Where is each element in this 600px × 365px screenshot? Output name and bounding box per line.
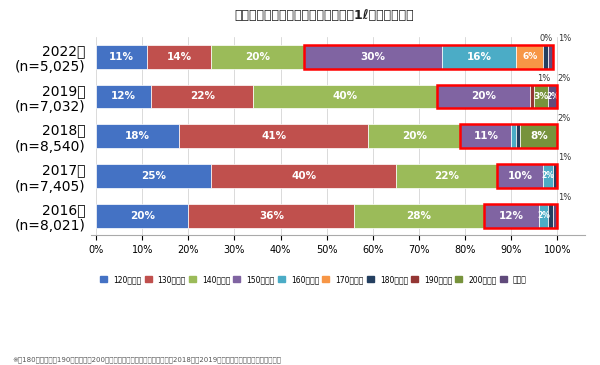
Text: 1%: 1% [557,153,571,162]
Legend: 120円以上, 130円以上, 140円以上, 150円以上, 160円以上, 170円以上, 180円以上, 190円以上, 200円以上, その他: 120円以上, 130円以上, 140円以上, 150円以上, 160円以上, … [100,275,527,284]
Text: 16%: 16% [466,52,491,62]
Text: 12%: 12% [111,92,136,101]
Text: 18%: 18% [125,131,150,141]
Text: 高いと感じるレギュラーガソリンの1ℓあたりの価格: 高いと感じるレギュラーガソリンの1ℓあたりの価格 [234,9,414,22]
Text: 12%: 12% [499,211,524,220]
Bar [368,124,460,148]
Text: 2%: 2% [557,74,571,83]
Text: 3%: 3% [533,92,549,101]
Bar [96,85,151,108]
Text: 25%: 25% [141,171,166,181]
Bar [497,164,544,188]
Bar [484,204,557,227]
Bar [396,164,497,188]
Text: 40%: 40% [291,171,316,181]
Text: 2%: 2% [537,211,550,220]
Bar [188,204,355,227]
Text: 20%: 20% [130,211,155,220]
Bar [534,85,548,108]
Text: 22%: 22% [190,92,215,101]
Text: 11%: 11% [109,52,134,62]
Text: 8%: 8% [530,131,548,141]
Text: ※「180円以上」「190円以上」「200円以上」は今回選択肢に追加。また2018年と2019年のみ「その他」が選択肢に追加: ※「180円以上」「190円以上」「200円以上」は今回選択肢に追加。また201… [12,357,281,363]
Bar [211,164,396,188]
Bar [151,85,253,108]
Text: 1%: 1% [537,74,550,83]
Text: 40%: 40% [332,92,358,101]
Text: 36%: 36% [259,211,284,220]
Text: 2%: 2% [542,172,554,180]
Bar [355,204,484,227]
Text: 20%: 20% [402,131,427,141]
Bar [548,204,553,227]
Bar [553,164,557,188]
Bar [437,85,530,108]
Bar [96,204,188,227]
Bar [179,124,368,148]
Bar [497,164,557,188]
Text: 41%: 41% [261,131,286,141]
Bar [553,204,557,227]
Bar [437,85,557,108]
Text: 22%: 22% [434,171,459,181]
Bar [211,45,304,69]
Text: 14%: 14% [167,52,191,62]
Text: 1%: 1% [557,193,571,202]
Bar [544,164,553,188]
Text: 28%: 28% [406,211,431,220]
Text: 2%: 2% [557,114,571,123]
Bar [96,164,211,188]
Bar [548,45,553,69]
Bar [147,45,211,69]
Text: 0%: 0% [539,34,553,43]
Bar [460,124,557,148]
Text: 11%: 11% [473,131,499,141]
Bar [516,124,520,148]
Bar [460,124,511,148]
Text: 20%: 20% [471,92,496,101]
Text: 2%: 2% [546,92,559,101]
Text: 30%: 30% [361,52,385,62]
Bar [304,45,553,69]
Text: 6%: 6% [522,52,537,61]
Bar [530,85,534,108]
Bar [516,45,544,69]
Text: 1%: 1% [557,34,571,43]
Text: 20%: 20% [245,52,270,62]
Bar [520,124,557,148]
Bar [253,85,437,108]
Bar [442,45,516,69]
Bar [96,45,147,69]
Bar [544,45,548,69]
Bar [511,124,516,148]
Bar [539,204,548,227]
Bar [96,124,179,148]
Bar [548,85,557,108]
Bar [484,204,539,227]
Bar [304,45,442,69]
Text: 10%: 10% [508,171,533,181]
